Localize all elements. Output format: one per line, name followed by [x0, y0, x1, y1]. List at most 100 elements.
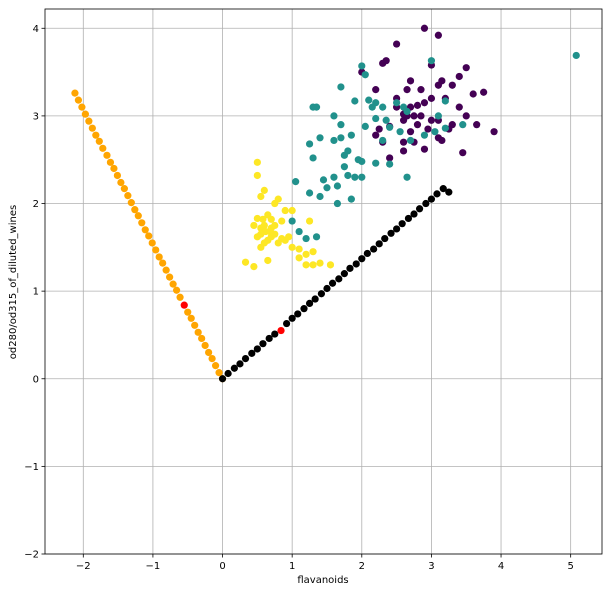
scatter-point-vector-a	[103, 151, 111, 159]
scatter-point-vector-b	[427, 195, 436, 203]
scatter-point-class-1	[358, 62, 366, 70]
scatter-point-class-2	[326, 261, 335, 269]
scatter-point-vector-b	[323, 284, 331, 293]
scatter-point-vector-b	[387, 229, 395, 237]
scatter-point-class-1	[340, 151, 348, 159]
y-tick-label: −1	[24, 462, 39, 473]
scatter-point-vector-b	[393, 225, 401, 233]
scatter-point-class-1	[288, 217, 296, 225]
scatter-point-class-0	[469, 90, 477, 98]
scatter-point-class-2	[257, 230, 265, 238]
scatter-point-class-2	[278, 217, 286, 225]
scatter-point-class-0	[403, 86, 411, 94]
scatter-point-vector-a	[184, 308, 192, 316]
scatter-point-class-1	[420, 131, 429, 139]
scatter-point-class-1	[393, 99, 401, 107]
scatter-point-class-0	[473, 121, 481, 129]
scatter-point-class-0	[372, 131, 380, 139]
y-tick-label: 3	[33, 111, 39, 122]
scatter-point-class-1	[403, 107, 411, 116]
scatter-point-vector-a	[148, 239, 156, 247]
scatter-point-vector-b	[300, 305, 308, 313]
scatter-point-class-0	[375, 125, 383, 133]
scatter-point-class-1	[382, 116, 390, 124]
scatter-point-vector-a	[211, 362, 220, 370]
scatter-point-vector-a	[191, 321, 199, 329]
y-tick-label: −2	[24, 550, 39, 561]
scatter-point-class-1	[305, 140, 314, 148]
scatter-point-vector-b	[288, 314, 296, 322]
scatter-point-vector-a	[201, 341, 209, 350]
scatter-point-vector-a	[198, 334, 206, 343]
scatter-point-vector-b	[305, 299, 314, 308]
scatter-point-vector-a	[74, 96, 83, 104]
scatter-point-class-1	[431, 128, 439, 136]
scatter-point-class-0	[410, 112, 418, 120]
grid	[45, 9, 602, 555]
scatter-point-class-1	[309, 103, 317, 111]
scatter-point-vector-a	[208, 355, 216, 363]
scatter-point-class-0	[455, 103, 463, 111]
scatter-point-class-1	[427, 57, 436, 65]
scatter-point-class-0	[372, 86, 380, 94]
scatter-point-vector-b	[445, 188, 453, 196]
scatter-point-class-1	[337, 121, 345, 129]
scatter-point-class-1	[361, 122, 369, 131]
scatter-point-class-0	[462, 64, 470, 72]
scatter-point-vector-b	[241, 355, 250, 363]
scatter-point-vector-b	[358, 255, 366, 263]
scatter-point-class-0	[420, 24, 429, 32]
scatter-point-vector-a	[92, 131, 100, 139]
scatter-point-class-1	[347, 131, 355, 139]
scatter-point-vector-a	[78, 103, 86, 111]
scatter-point-vector-b	[415, 205, 424, 213]
scatter-point-class-1	[330, 112, 338, 120]
scatter-point-class-1	[368, 103, 376, 111]
scatter-point-vector-b	[370, 245, 378, 253]
scatter-point-class-1	[337, 134, 345, 142]
scatter-point-vector-a	[71, 89, 79, 97]
scatter-point-class-2	[285, 233, 293, 241]
scatter-point-class-0	[399, 138, 408, 146]
x-tick-label: −2	[76, 561, 91, 572]
scatter-point-class-0	[434, 31, 442, 39]
scatter-point-class-2	[271, 221, 279, 230]
x-tick-label: 0	[219, 561, 225, 572]
scatter-point-class-2	[266, 227, 274, 236]
scatter-point-vector-a	[215, 369, 223, 377]
scatter-point-class-2	[253, 171, 261, 180]
scatter-point-class-1	[361, 71, 369, 79]
scatter-point-class-2	[295, 245, 303, 253]
scatter-point-class-0	[448, 81, 456, 89]
scatter-point-class-2	[288, 243, 296, 251]
scatter-point-class-0	[393, 40, 401, 48]
scatter-point-vector-a	[152, 246, 160, 254]
scatter-point-class-1	[406, 136, 415, 145]
x-tick-label: 3	[428, 561, 434, 572]
scatter-point-vector-a	[81, 110, 89, 118]
scatter-point-class-0	[424, 125, 432, 133]
x-axis-label: flavanoids	[297, 575, 348, 586]
scatter-point-class-0	[459, 149, 467, 157]
scatter-point-class-1	[312, 233, 321, 241]
scatter-point-class-2	[260, 186, 268, 194]
scatter-point-class-0	[438, 136, 446, 145]
scatter-point-class-1	[396, 128, 404, 136]
scatter-point-class-1	[316, 192, 324, 201]
scatter-point-class-1	[403, 173, 411, 181]
scatter-point-class-0	[406, 77, 415, 85]
scatter-point-vector-b	[422, 199, 430, 208]
scatter-point-highlight	[277, 326, 285, 335]
scatter-point-vector-b	[433, 190, 441, 198]
scatter-point-vector-a	[131, 206, 139, 214]
scatter-point-vector-a	[88, 124, 96, 132]
scatter-point-class-1	[441, 124, 449, 132]
scatter-point-class-0	[434, 81, 442, 89]
scatter-point-class-1	[386, 123, 394, 131]
scatter-point-vector-a	[194, 328, 202, 336]
scatter-point-vector-b	[404, 214, 413, 223]
scatter-point-vector-b	[259, 340, 267, 348]
scatter-point-class-0	[427, 94, 436, 102]
scatter-point-vector-b	[218, 375, 227, 383]
